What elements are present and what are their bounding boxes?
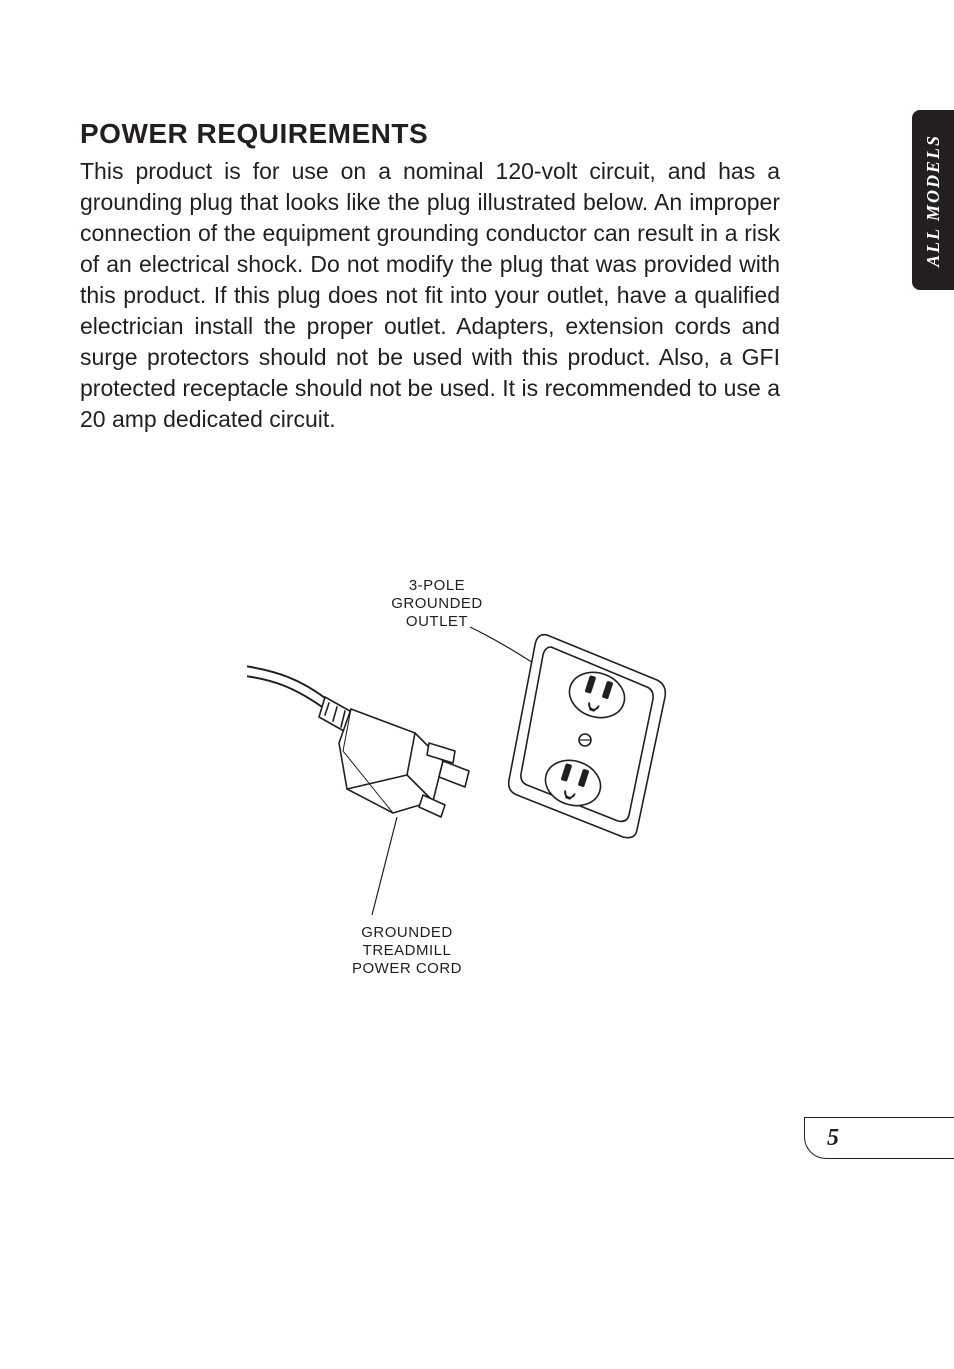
plug-outlet-diagram: 3-POLE GROUNDED OUTLET xyxy=(80,575,874,1000)
page: ALL MODELS POWER REQUIREMENTS This produ… xyxy=(0,0,954,1369)
outlet-label-line2: GROUNDED xyxy=(391,595,483,612)
outlet-label-line3: OUTLET xyxy=(406,613,468,630)
side-tab-label: ALL MODELS xyxy=(923,134,944,267)
side-tab-all-models: ALL MODELS xyxy=(912,110,954,290)
power-requirements-paragraph: This product is for use on a nominal 120… xyxy=(80,156,780,435)
plug-label-line1: GROUNDED xyxy=(361,924,453,941)
plug-label-line3: POWER CORD xyxy=(352,960,462,977)
plug-label-line2: TREADMILL xyxy=(363,942,452,959)
page-number: 5 xyxy=(827,1125,839,1152)
outlet-icon xyxy=(509,635,666,838)
plug-leader-line xyxy=(372,817,397,915)
section-heading: POWER REQUIREMENTS xyxy=(80,118,874,150)
page-number-box: 5 xyxy=(804,1117,954,1159)
plug-icon xyxy=(247,665,469,817)
outlet-label-line1: 3-POLE xyxy=(409,577,465,594)
